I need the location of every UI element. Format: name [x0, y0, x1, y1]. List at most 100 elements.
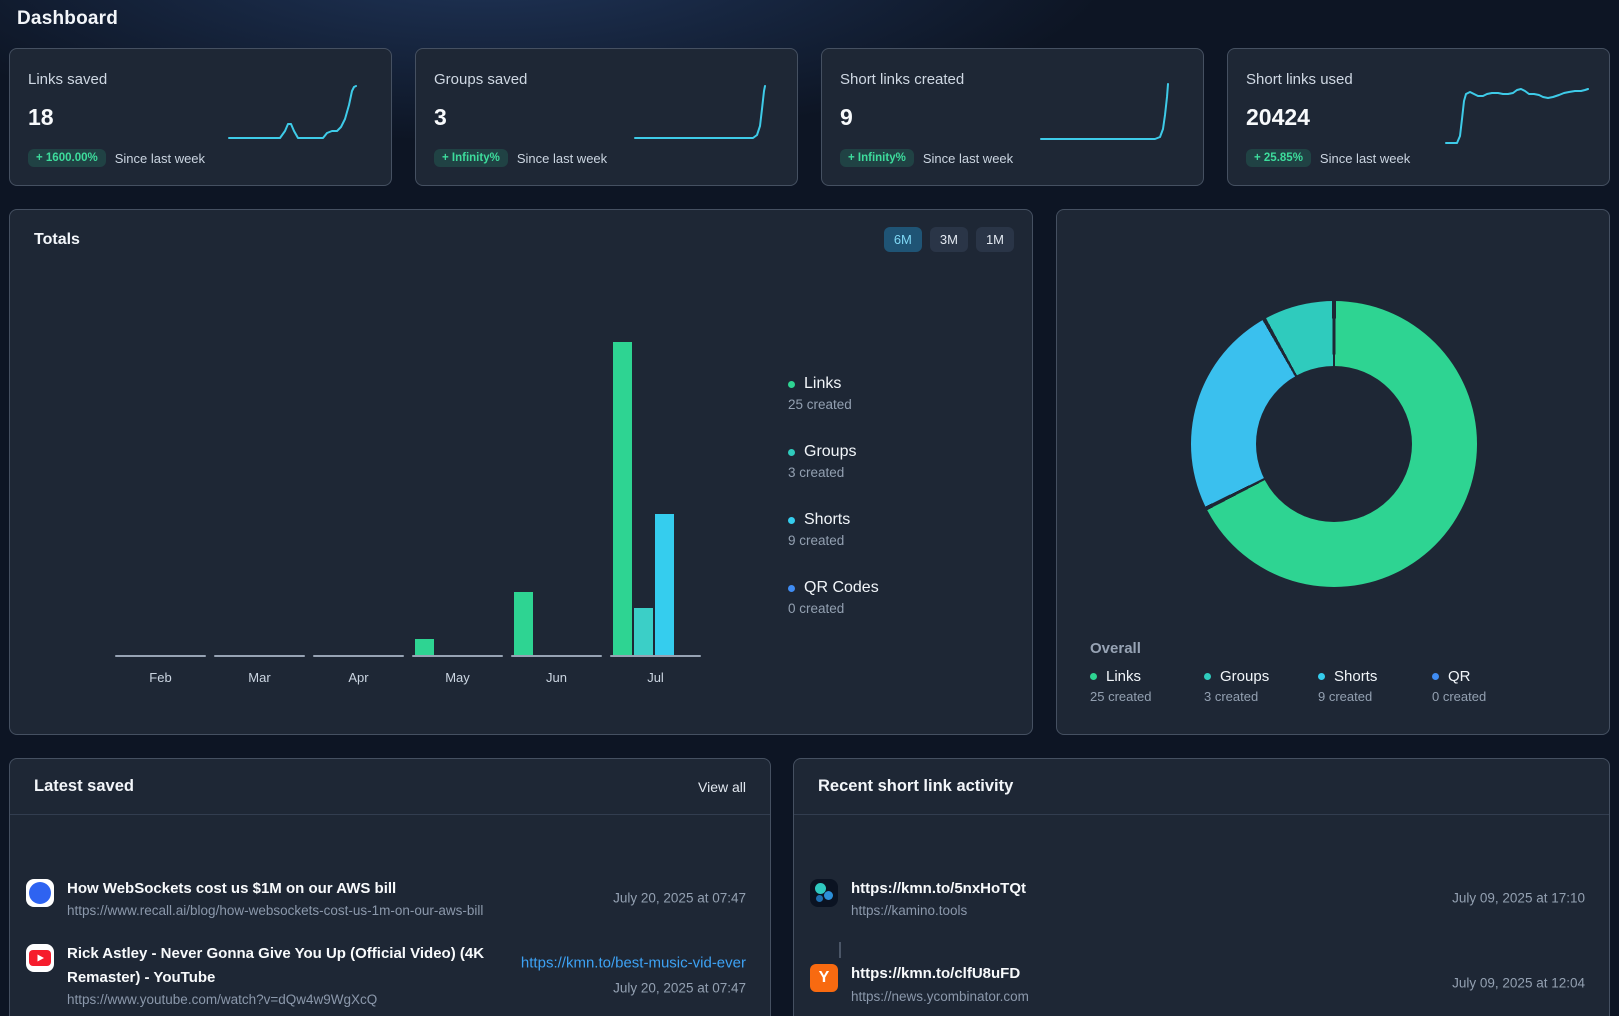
- recent-activity-list: https://kmn.to/5nxHoTQt https://kamino.t…: [794, 815, 1609, 1016]
- stat-card-short-links-created: Short links created 9 + Infinity% Since …: [821, 48, 1204, 186]
- stat-card-short-links-used: Short links used 20424 + 25.85% Since la…: [1227, 48, 1610, 186]
- stat-note: Since last week: [114, 150, 206, 166]
- sparkline-chart: [228, 85, 357, 139]
- activity-text: https://kmn.to/clfU8uFD https://news.yco…: [851, 962, 1029, 1003]
- saved-link-date: July 20, 2025 at 07:47: [613, 980, 746, 995]
- kamino-favicon: [810, 879, 838, 907]
- youtube-favicon: [26, 944, 54, 973]
- legend-dot-icon: [1090, 673, 1097, 680]
- saved-link-row[interactable]: Rick Astley - Never Gonna Give You Up (O…: [26, 942, 746, 1007]
- activity-row[interactable]: https://kmn.to/5nxHoTQt https://kamino.t…: [810, 877, 1585, 918]
- stat-note: Since last week: [1319, 150, 1411, 166]
- stat-label: Short links created: [840, 71, 965, 88]
- stats-row: Links saved 18 + 1600.00% Since last wee…: [9, 48, 1610, 186]
- axis-label-jul: Jul: [647, 670, 664, 685]
- bar-chart-axis-labels: Feb Mar Apr May Jun Jul: [115, 670, 715, 688]
- activity-destination: https://kamino.tools: [851, 903, 968, 919]
- bar-group-feb: [115, 340, 206, 657]
- legend-name: QR: [1448, 668, 1471, 685]
- charts-row: Totals 6M 3M 1M Feb Mar Apr May Jun Jul Links 25…: [9, 209, 1610, 735]
- stat-value: 18: [28, 104, 54, 130]
- legend-detail: 0 created: [788, 601, 845, 616]
- lists-row: Latest saved View all How WebSockets cos…: [9, 758, 1610, 1016]
- recent-activity-card: Recent short link activity https://kmn.t…: [793, 758, 1610, 1016]
- activity-date: July 09, 2025 at 17:10: [1452, 890, 1585, 906]
- recall-favicon: [26, 879, 54, 907]
- activity-short-link: https://kmn.to/clfU8uFD: [851, 965, 1021, 983]
- sparkline-chart: [1040, 83, 1169, 140]
- stat-card-groups-saved: Groups saved 3 + Infinity% Since last we…: [415, 48, 798, 186]
- legend-entry-qr: QR 0 created: [1432, 668, 1546, 704]
- legend-detail: 25 created: [1090, 689, 1152, 704]
- totals-legend: Links 25 created Groups 3 created Shorts 9 cr…: [788, 375, 879, 647]
- bar-links-jul: [613, 342, 632, 655]
- overall-card: Overall Links 25 created Groups 3 created Sh…: [1056, 209, 1610, 735]
- latest-saved-title: Latest saved: [34, 777, 134, 795]
- sparkline-chart: [634, 85, 766, 139]
- legend-dot-icon: [788, 584, 795, 592]
- saved-link-date: July 20, 2025 at 07:47: [613, 890, 746, 906]
- axis-label-jun: Jun: [546, 670, 567, 685]
- saved-link-title: How WebSockets cost us $1M on our AWS bi…: [67, 880, 397, 897]
- legend-detail: 9 created: [788, 533, 845, 548]
- recent-activity-header: Recent short link activity: [794, 759, 1609, 815]
- saved-link-meta: July 20, 2025 at 07:47: [613, 890, 746, 905]
- range-toggle-group: 6M 3M 1M: [883, 227, 1014, 252]
- range-button-1m[interactable]: 1M: [975, 227, 1014, 252]
- legend-dot-icon: [1432, 673, 1439, 680]
- legend-dot-icon: [1204, 673, 1211, 680]
- totals-title: Totals: [34, 230, 80, 248]
- latest-saved-card: Latest saved View all How WebSockets cos…: [9, 758, 771, 1016]
- saved-link-url: https://www.recall.ai/blog/how-websocket…: [67, 903, 484, 919]
- recent-activity-title: Recent short link activity: [818, 777, 1014, 795]
- saved-link-url: https://www.youtube.com/watch?v=dQw4w9Wg…: [67, 991, 378, 1007]
- overall-legend: Links 25 created Groups 3 created Shorts 9 cr…: [1090, 668, 1546, 704]
- saved-link-row[interactable]: How WebSockets cost us $1M on our AWS bi…: [26, 877, 746, 918]
- stat-footer: + Infinity% Since last week: [434, 149, 607, 167]
- latest-saved-header: Latest saved View all: [10, 759, 770, 815]
- donut-hole: [1256, 366, 1412, 522]
- legend-name: Groups: [804, 443, 857, 460]
- axis-segment: [214, 655, 305, 657]
- stat-label: Short links used: [1246, 71, 1353, 88]
- activity-row[interactable]: Y https://kmn.to/clfU8uFD https://news.y…: [810, 962, 1585, 1004]
- activity-date: July 09, 2025 at 12:04: [1452, 975, 1585, 991]
- stat-footer: + 1600.00% Since last week: [28, 149, 205, 167]
- legend-entry-groups: Groups 3 created: [1204, 668, 1318, 704]
- axis-label-feb: Feb: [149, 670, 172, 685]
- legend-name: Groups: [1220, 668, 1270, 685]
- totals-bar-chart: [115, 340, 715, 657]
- stat-value: 20424: [1246, 104, 1310, 130]
- legend-entry-links: Links 25 created: [788, 375, 879, 412]
- view-all-link[interactable]: View all: [698, 778, 746, 795]
- stat-note: Since last week: [516, 150, 608, 166]
- legend-name: Shorts: [1334, 668, 1378, 685]
- legend-name: Links: [804, 375, 842, 392]
- bar-group-apr: [313, 340, 404, 657]
- legend-detail: 0 created: [1432, 689, 1487, 704]
- legend-entry-groups: Groups 3 created: [788, 443, 879, 480]
- delta-badge: + 25.85%: [1246, 149, 1311, 167]
- legend-detail: 3 created: [788, 465, 845, 480]
- timeline-connector: [839, 942, 841, 959]
- page-title: Dashboard: [17, 8, 119, 29]
- delta-badge: + Infinity%: [434, 149, 508, 167]
- axis-segment: [115, 655, 206, 657]
- totals-header: Totals 6M 3M 1M: [10, 210, 1032, 252]
- stat-note: Since last week: [922, 150, 1014, 166]
- range-button-3m[interactable]: 3M: [929, 227, 968, 252]
- legend-dot-icon: [788, 448, 795, 456]
- range-button-6m[interactable]: 6M: [883, 227, 922, 252]
- short-link[interactable]: https://kmn.to/best-music-vid-ever: [520, 954, 746, 971]
- legend-entry-links: Links 25 created: [1090, 668, 1204, 704]
- legend-name: Links: [1106, 668, 1142, 685]
- overall-title: Overall: [1090, 640, 1141, 657]
- stat-value: 3: [434, 104, 447, 130]
- legend-entry-qr-codes: QR Codes 0 created: [788, 579, 879, 616]
- legend-dot-icon: [788, 380, 795, 388]
- ycombinator-favicon: Y: [810, 964, 838, 993]
- stat-label: Groups saved: [434, 71, 528, 88]
- legend-detail: 9 created: [1318, 689, 1373, 704]
- legend-entry-shorts: Shorts 9 created: [788, 511, 879, 548]
